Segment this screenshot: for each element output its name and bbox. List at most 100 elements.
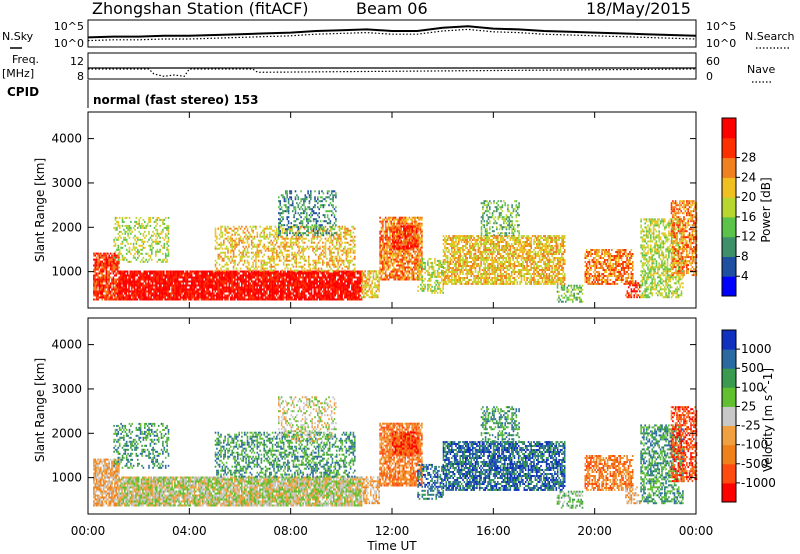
power-cell — [130, 286, 133, 289]
power-cell — [287, 202, 290, 205]
power-cell — [235, 227, 238, 230]
power-cell — [383, 272, 386, 275]
power-cell — [114, 286, 116, 289]
power-cell — [248, 282, 250, 285]
power-cell — [289, 239, 292, 242]
power-cell — [183, 272, 186, 275]
power-cell — [393, 218, 395, 221]
power-cell — [307, 288, 310, 291]
power-cell — [126, 270, 129, 273]
power-cell — [254, 294, 257, 297]
power-cell — [137, 272, 140, 275]
power-cell — [146, 282, 148, 285]
power-cell — [299, 296, 302, 299]
power-cell — [270, 227, 272, 230]
power-cell — [105, 258, 108, 261]
power-cell — [229, 286, 232, 289]
power-cell — [101, 296, 103, 299]
power-cell — [322, 234, 325, 237]
power-cell — [149, 216, 152, 219]
power-cell — [338, 274, 341, 277]
power-cell — [256, 296, 258, 299]
power-cell — [342, 270, 345, 273]
power-cell — [313, 292, 316, 295]
power-cell — [319, 239, 321, 242]
power-cell — [400, 262, 402, 265]
power-cell — [170, 284, 172, 287]
power-cell — [269, 265, 271, 268]
power-cell — [179, 270, 182, 273]
power-cell — [394, 230, 397, 233]
power-cell — [107, 258, 109, 261]
power-cell — [396, 254, 398, 257]
power-cell — [242, 292, 244, 295]
power-cell — [268, 280, 271, 283]
power-cell — [182, 280, 185, 283]
power-cell — [167, 236, 170, 239]
power-cell — [314, 234, 316, 237]
power-cell — [144, 230, 146, 233]
power-cell — [97, 284, 99, 287]
power-cell — [228, 280, 231, 283]
power-cell — [379, 276, 381, 279]
power-cell — [174, 288, 176, 291]
power-cell — [159, 224, 161, 227]
power-cell — [313, 278, 316, 281]
power-cell — [397, 260, 399, 263]
power-cell — [156, 280, 158, 283]
power-cell — [143, 288, 146, 291]
power-cell — [163, 222, 166, 225]
power-cell — [192, 294, 194, 297]
power-cell — [354, 235, 356, 238]
power-cell — [271, 272, 274, 275]
power-cell — [128, 250, 131, 253]
cpid-text: normal (fast stereo) 153 — [93, 93, 259, 107]
power-cell — [312, 282, 314, 285]
power-cell — [250, 229, 253, 232]
power-cell — [358, 272, 360, 275]
power-cell — [300, 216, 302, 219]
power-cell — [364, 276, 366, 279]
power-cell — [302, 245, 304, 248]
power-cell — [268, 278, 271, 281]
power-cell — [98, 282, 101, 285]
power-cell — [264, 272, 267, 275]
power-cell — [229, 288, 232, 291]
power-cell — [341, 259, 344, 262]
power-cell — [163, 218, 166, 221]
power-cell — [167, 294, 169, 297]
power-cell — [259, 288, 261, 291]
power-cell — [102, 254, 105, 257]
power-cell — [310, 272, 313, 275]
power-cell — [323, 290, 325, 293]
power-cell — [306, 245, 309, 248]
power-cell — [218, 272, 221, 275]
power-cell — [342, 282, 345, 285]
power-cell — [296, 278, 299, 281]
power-cell — [196, 276, 198, 279]
power-cell — [245, 278, 247, 281]
power-cell — [171, 278, 173, 281]
power-cell — [122, 286, 125, 289]
power-cell — [98, 262, 101, 265]
power-cell — [202, 290, 204, 293]
power-cell — [182, 272, 185, 275]
power-cell — [326, 282, 328, 285]
power-cell — [137, 276, 140, 279]
power-cell — [119, 270, 122, 273]
power-cell — [333, 237, 335, 240]
power-cell — [256, 282, 258, 285]
power-cell — [317, 276, 320, 279]
power-cell — [326, 296, 328, 299]
power-cell — [321, 224, 323, 227]
power-cell — [273, 286, 275, 289]
power-cell — [161, 282, 164, 285]
power-cell — [166, 242, 168, 245]
power-cell — [133, 292, 136, 295]
power-cell — [130, 226, 132, 229]
power-cell — [279, 234, 281, 237]
power-cell — [292, 280, 295, 283]
power-cell — [307, 192, 309, 195]
power-cell — [324, 274, 327, 277]
power-cell — [361, 270, 364, 273]
